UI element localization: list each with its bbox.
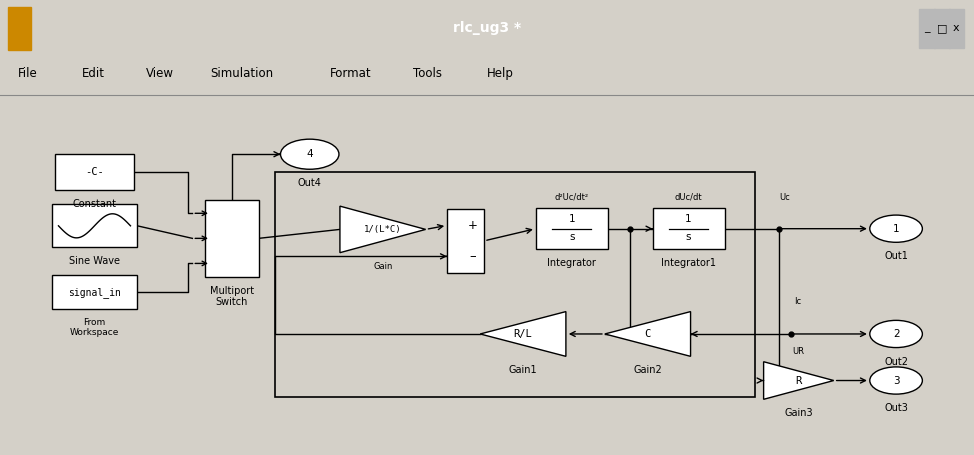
Text: Out4: Out4 bbox=[298, 178, 321, 188]
Text: Integrator1: Integrator1 bbox=[661, 258, 716, 268]
Text: 1: 1 bbox=[893, 224, 899, 234]
Text: Out1: Out1 bbox=[884, 251, 908, 261]
Text: -C-: -C- bbox=[85, 167, 104, 177]
Text: signal_in: signal_in bbox=[68, 287, 121, 298]
Text: R/L: R/L bbox=[513, 329, 533, 339]
Text: _: _ bbox=[924, 24, 930, 33]
Bar bbox=[919, 9, 935, 48]
Ellipse shape bbox=[870, 320, 922, 348]
Text: Gain: Gain bbox=[373, 262, 393, 271]
Polygon shape bbox=[764, 362, 834, 399]
Polygon shape bbox=[605, 312, 691, 356]
Bar bbox=[653, 208, 725, 249]
Text: 4: 4 bbox=[307, 149, 313, 159]
Bar bbox=[949, 9, 964, 48]
Text: Sine Wave: Sine Wave bbox=[69, 256, 120, 266]
Text: UR: UR bbox=[793, 347, 805, 356]
Text: Constant: Constant bbox=[72, 199, 117, 209]
Text: x: x bbox=[954, 24, 959, 33]
Text: From
Workspace: From Workspace bbox=[70, 318, 119, 338]
Text: Gain2: Gain2 bbox=[633, 365, 662, 375]
Text: View: View bbox=[146, 67, 174, 80]
Text: □: □ bbox=[937, 24, 947, 33]
Text: File: File bbox=[18, 67, 37, 80]
Ellipse shape bbox=[870, 215, 922, 243]
Text: Uc: Uc bbox=[779, 192, 790, 202]
Text: 1/(L*C): 1/(L*C) bbox=[364, 225, 401, 234]
Bar bbox=[205, 200, 259, 277]
Text: Ic: Ic bbox=[794, 297, 801, 306]
Bar bbox=[275, 172, 755, 397]
Bar bbox=[536, 208, 608, 249]
Text: R: R bbox=[796, 375, 802, 385]
Text: 1: 1 bbox=[569, 214, 575, 224]
Bar bbox=[934, 9, 950, 48]
Bar bbox=[447, 209, 484, 273]
Text: –: – bbox=[469, 250, 475, 263]
Text: 3: 3 bbox=[893, 375, 899, 385]
Text: Multiport
Switch: Multiport Switch bbox=[209, 286, 254, 308]
Text: Integrator: Integrator bbox=[547, 258, 596, 268]
Text: Help: Help bbox=[487, 67, 513, 80]
Text: 2: 2 bbox=[893, 329, 899, 339]
Text: 1: 1 bbox=[686, 214, 692, 224]
Bar bbox=[8, 7, 31, 50]
Bar bbox=[52, 204, 137, 248]
Polygon shape bbox=[480, 312, 566, 356]
Text: s: s bbox=[686, 232, 692, 242]
Text: d²Uc/dt²: d²Uc/dt² bbox=[554, 192, 589, 202]
Text: s: s bbox=[569, 232, 575, 242]
Ellipse shape bbox=[870, 367, 922, 394]
Text: Format: Format bbox=[330, 67, 372, 80]
Text: dUc/dt: dUc/dt bbox=[675, 192, 702, 202]
Ellipse shape bbox=[281, 139, 339, 169]
Bar bbox=[52, 275, 137, 309]
Bar bbox=[55, 154, 134, 190]
Text: Gain3: Gain3 bbox=[784, 408, 813, 418]
Text: Tools: Tools bbox=[413, 67, 442, 80]
Text: Gain1: Gain1 bbox=[508, 365, 538, 375]
Text: Out2: Out2 bbox=[884, 357, 908, 367]
Text: +: + bbox=[468, 219, 477, 232]
Text: Out3: Out3 bbox=[884, 403, 908, 413]
Text: Edit: Edit bbox=[82, 67, 105, 80]
Polygon shape bbox=[340, 206, 426, 253]
Text: C: C bbox=[645, 329, 651, 339]
Text: rlc_ug3 *: rlc_ug3 * bbox=[453, 21, 521, 35]
Text: Simulation: Simulation bbox=[210, 67, 274, 80]
